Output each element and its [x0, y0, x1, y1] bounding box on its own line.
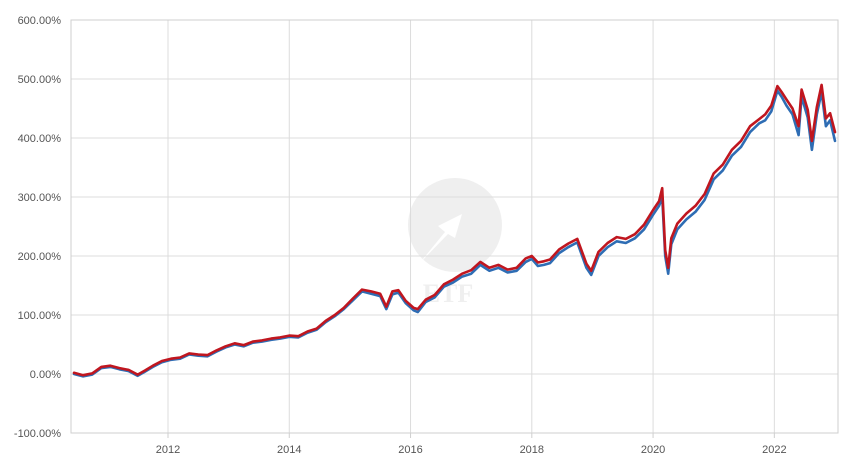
x-tick-label: 2020	[641, 444, 665, 456]
y-tick-label: 600.00%	[18, 15, 62, 27]
y-tick-label: 300.00%	[18, 192, 62, 204]
x-tick-label: 2022	[762, 444, 786, 456]
plot-area-border	[70, 19, 839, 434]
x-tick-label: 2018	[520, 444, 544, 456]
watermark-circle	[408, 178, 502, 272]
series-layer	[72, 83, 837, 378]
y-axis: -100.00% 0.00% 100.00% 200.00% 300.00% 400.00…	[14, 15, 61, 440]
watermark-logo: ETF	[408, 178, 502, 308]
y-tick-label: 100.00%	[18, 310, 62, 322]
x-tick-label: 2012	[156, 444, 180, 456]
y-tick-label: 0.00%	[30, 369, 61, 381]
y-tick-label: -100.00%	[14, 428, 61, 440]
series-line-2	[72, 83, 837, 377]
y-tick-label: 400.00%	[18, 133, 62, 145]
x-axis: 2012 2014 2016 2018 2020 2022	[156, 444, 787, 456]
x-tick-label: 2014	[277, 444, 301, 456]
y-tick-label: 500.00%	[18, 74, 62, 86]
y-tick-label: 200.00%	[18, 251, 62, 263]
x-tick-label: 2016	[398, 444, 422, 456]
watermark-arrow-icon	[418, 214, 462, 265]
